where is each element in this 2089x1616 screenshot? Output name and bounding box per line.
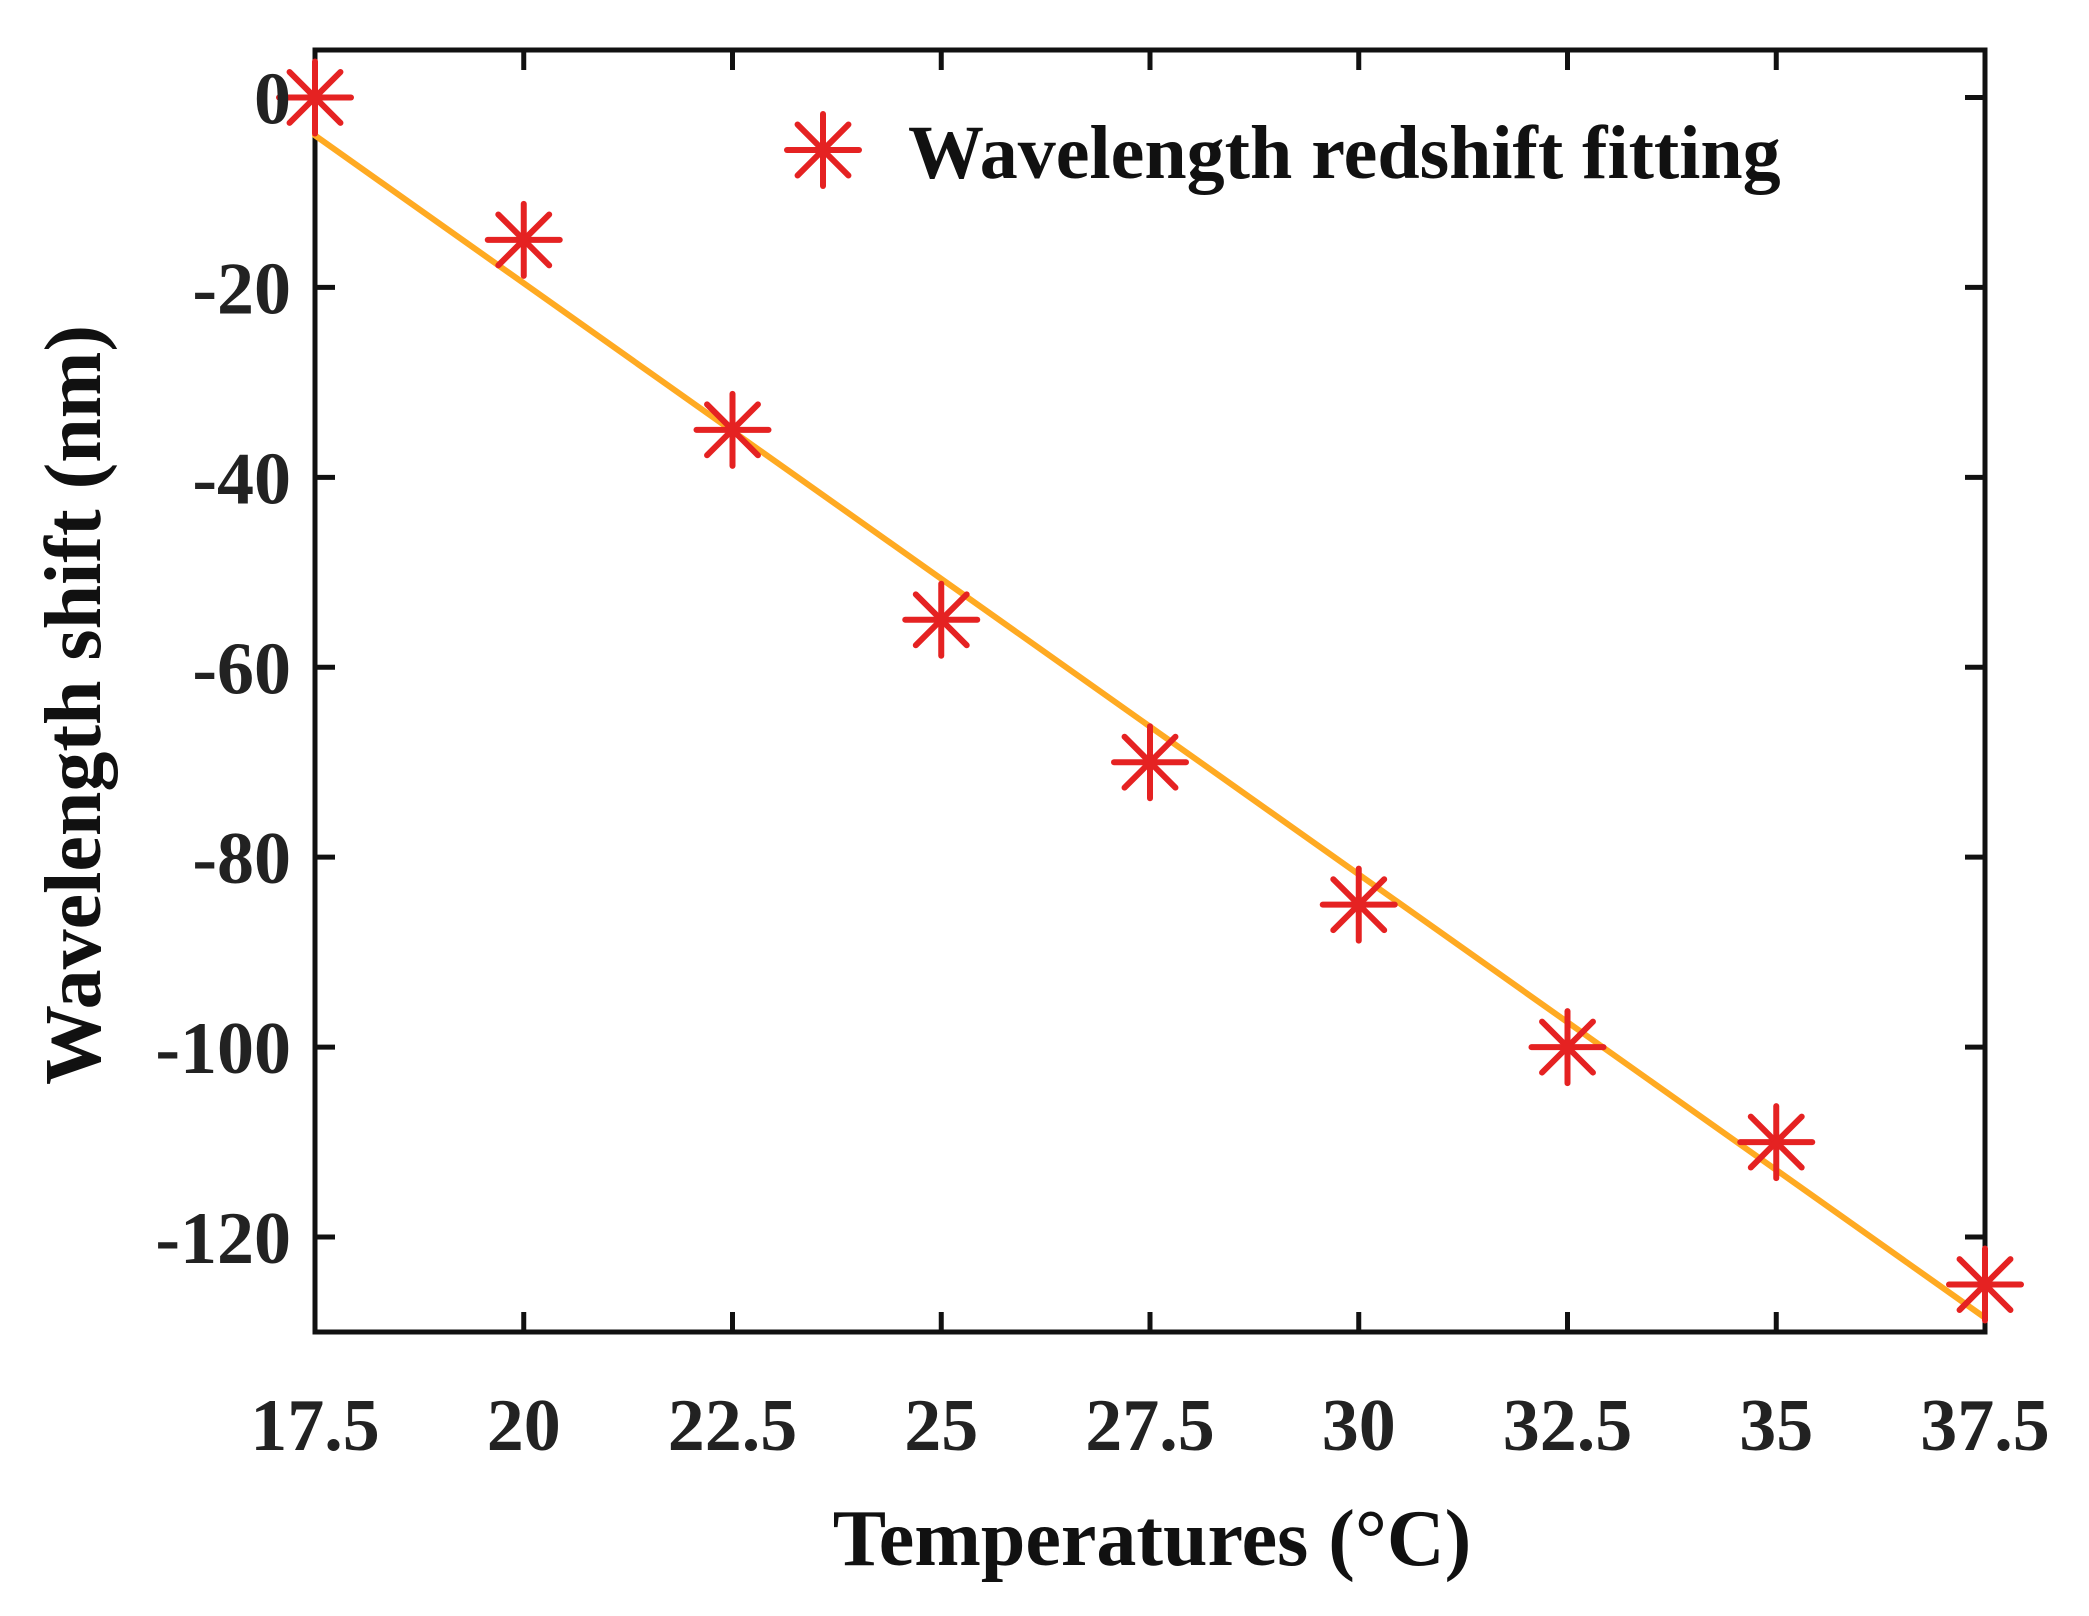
legend-asterisk-marker xyxy=(784,111,862,189)
data-point xyxy=(1319,865,1398,944)
data-point xyxy=(484,200,563,279)
legend-asterisk xyxy=(784,111,862,189)
y-tick-label: -20 xyxy=(192,248,291,330)
y-tick-label: -40 xyxy=(192,438,291,520)
data-point xyxy=(902,580,981,659)
x-tick-label: 37.5 xyxy=(1920,1385,2050,1467)
x-tick-label: 32.5 xyxy=(1503,1385,1633,1467)
x-tick-label: 35 xyxy=(1739,1385,1813,1467)
x-tick-label: 17.5 xyxy=(250,1385,380,1467)
data-point xyxy=(1737,1103,1816,1182)
data-point xyxy=(276,58,354,137)
y-tick-label: -80 xyxy=(192,818,291,900)
x-tick-label: 30 xyxy=(1322,1385,1396,1467)
x-axis-title: Temperatures (°C) xyxy=(833,1495,1472,1583)
data-point xyxy=(1528,1008,1607,1087)
y-tick-label: -120 xyxy=(155,1198,291,1280)
data-points xyxy=(276,58,2024,1324)
data-point xyxy=(1111,723,1189,802)
x-tick-label: 25 xyxy=(904,1385,978,1467)
legend-label: Wavelength redshift fitting xyxy=(908,111,1781,195)
x-tick-label: 22.5 xyxy=(668,1385,798,1467)
y-tick-label: -100 xyxy=(155,1008,291,1090)
data-point xyxy=(693,390,772,469)
legend: Wavelength redshift fitting xyxy=(784,111,1781,195)
tick-labels: 17.5 20 22.5 25 27.5 30 32.5 35 37.5 0 -20 -40 -60 -8… xyxy=(155,58,2049,1467)
data-point xyxy=(1946,1245,2024,1324)
y-tick-label: -60 xyxy=(192,628,291,710)
y-tick-label: 0 xyxy=(254,58,291,140)
y-axis-title: Wavelength shift (nm) xyxy=(30,325,118,1085)
x-tick-label: 20 xyxy=(487,1385,561,1467)
x-tick-label: 27.5 xyxy=(1085,1385,1215,1467)
